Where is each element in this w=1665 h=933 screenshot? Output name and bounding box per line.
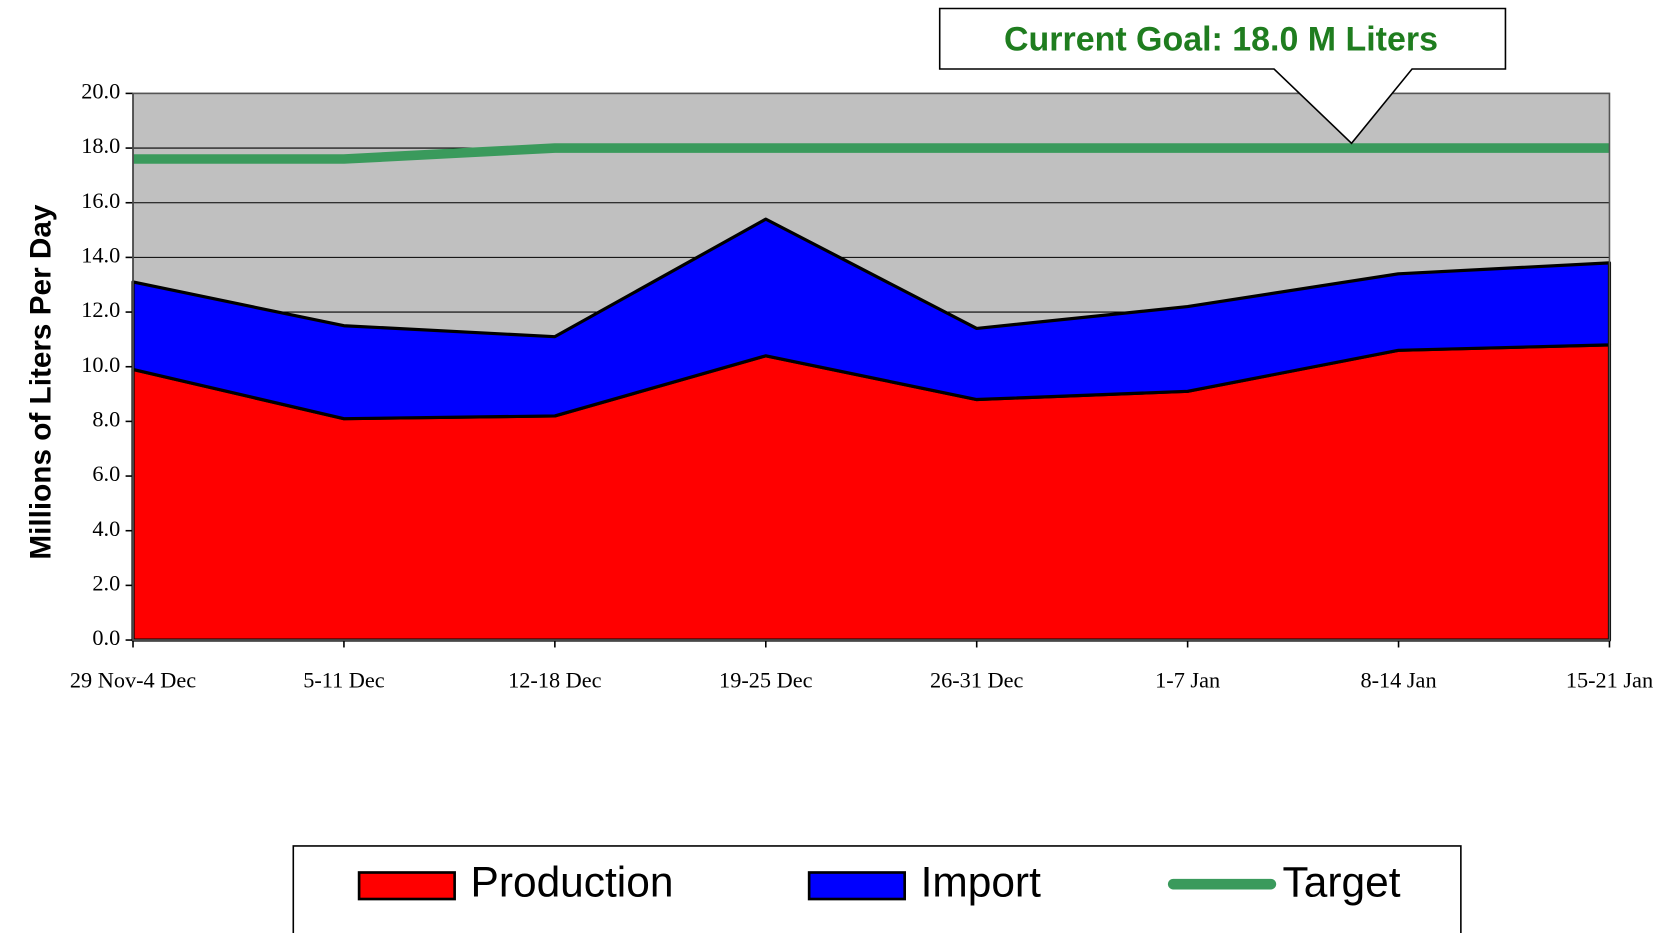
- y-tick-label: 4.0: [92, 516, 120, 541]
- x-tick-label: 12-18 Dec: [508, 668, 602, 693]
- plot-border: [132, 92, 1611, 641]
- callout: Current Goal: 18.0 M Liters: [938, 7, 1507, 145]
- x-tick-label: 1-7 Jan: [1155, 668, 1220, 693]
- x-tick-label: 5-11 Dec: [303, 668, 385, 693]
- target-line: [133, 143, 1610, 164]
- y-tick-label: 18.0: [81, 133, 120, 158]
- x-tick-label: 15-21 Jan: [1566, 668, 1653, 693]
- legend-label: Target: [1283, 858, 1401, 905]
- y-tick-label: 2.0: [92, 570, 120, 595]
- x-tick-label: 19-25 Dec: [719, 668, 813, 693]
- y-tick-label: 16.0: [81, 188, 120, 213]
- legend: Production Import Target: [357, 858, 1401, 905]
- y-tick-label: 20.0: [81, 79, 120, 104]
- y-tick-label: 0.0: [92, 625, 120, 650]
- y-tick-label: 8.0: [92, 406, 120, 431]
- y-tick-label: 12.0: [81, 297, 120, 322]
- legend-label: Production: [471, 858, 674, 905]
- callout-box: [938, 7, 1507, 145]
- axes: 0.0 2.0 4.0 6.0 8.0 10.0 12.0 14.0 16.0 18.0 20.0 2…: [70, 79, 1653, 693]
- x-tick-label: 8-14 Jan: [1360, 668, 1436, 693]
- legend-swatch: [357, 871, 456, 901]
- y-axis-title: Millions of Liters Per Day: [25, 204, 58, 560]
- x-tick-label: 29 Nov-4 Dec: [70, 668, 196, 693]
- annotation: Current Goal: 18.0 M Liters: [1004, 20, 1438, 58]
- y-tick-label: 6.0: [92, 461, 120, 486]
- legend-label: Import: [921, 858, 1041, 905]
- legend-swatch: [807, 871, 907, 901]
- y-tick-label: 14.0: [81, 243, 120, 268]
- y-tick-label: 10.0: [81, 352, 120, 377]
- lines: [133, 143, 1610, 164]
- x-tick-label: 26-31 Dec: [930, 668, 1024, 693]
